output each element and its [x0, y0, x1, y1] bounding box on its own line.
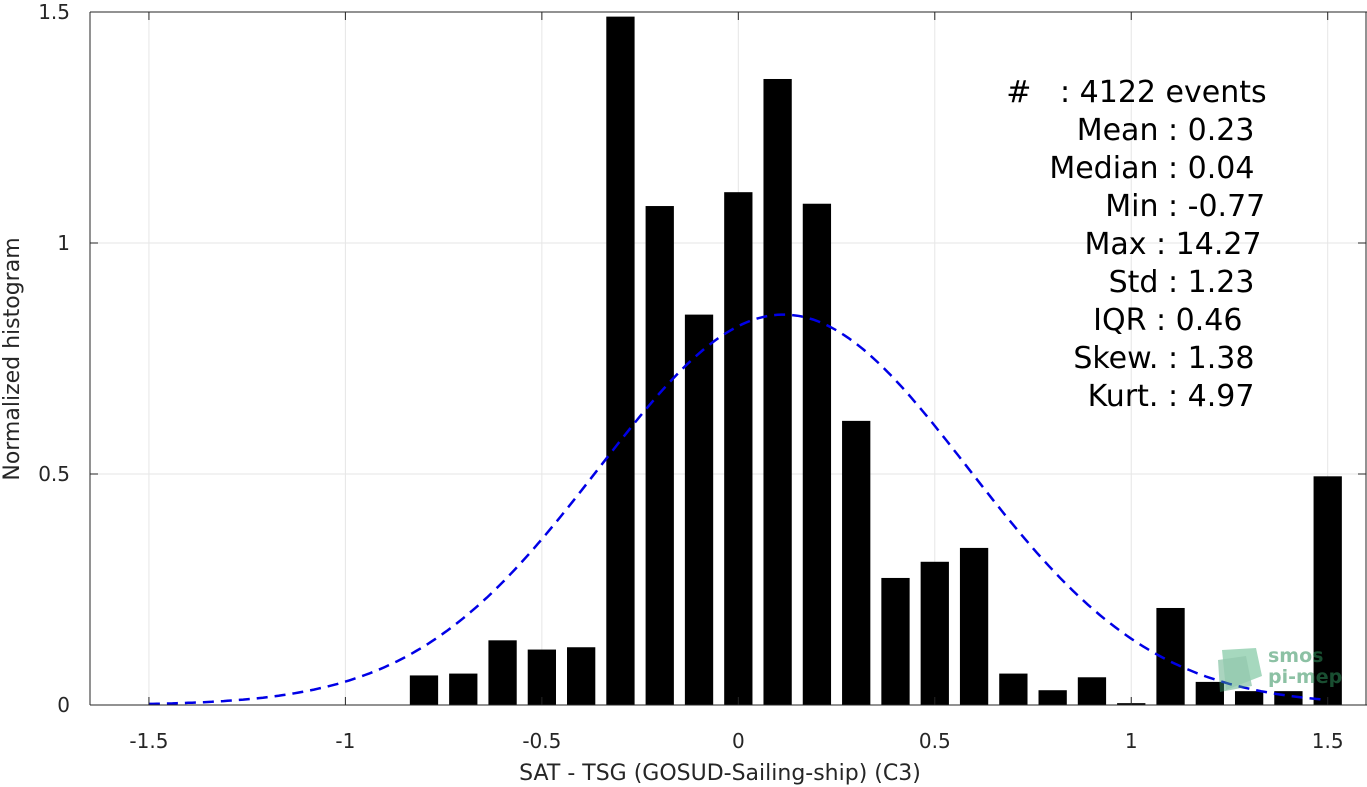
stat-key: Min [1105, 189, 1168, 224]
histogram-bar [1234, 691, 1264, 705]
stat-key: # [1006, 75, 1060, 110]
statistics-box: # : 4122 events Mean : 0.23 Median : 0.04 M… [990, 74, 1290, 416]
stat-value: : 0.04 [1168, 151, 1255, 186]
histogram-bars [409, 16, 1342, 706]
y-tick-label: 0 [57, 693, 70, 717]
histogram-bar [959, 547, 989, 705]
x-tick-label: 1 [1125, 729, 1138, 753]
x-tick-label: 0 [732, 729, 745, 753]
x-tick-label: 1.5 [1312, 729, 1344, 753]
fit-curve-line [148, 313, 1328, 706]
stat-row: Mean : 0.23 [990, 112, 1290, 150]
histogram-bar [606, 16, 635, 706]
stat-value: : -0.77 [1168, 189, 1266, 224]
stat-key: Mean [1076, 113, 1168, 148]
histogram-bar [527, 649, 557, 705]
x-tick-label: -1 [335, 729, 355, 753]
normal-fit-curve [148, 313, 1328, 706]
histogram-bar [645, 206, 674, 706]
y-tick-label: 1.5 [38, 0, 70, 24]
y-axis-label: Normalized histogram [0, 237, 25, 480]
stat-value: : 1.38 [1168, 341, 1255, 376]
x-tick-label: -0.5 [522, 729, 561, 753]
histogram-bar [488, 640, 517, 705]
y-axis-ticks: 0 0.5 1 1.5 [38, 0, 1366, 717]
histogram-bar [999, 673, 1028, 705]
stat-row: Max : 14.27 [990, 226, 1290, 264]
stat-key: Median [1049, 151, 1168, 186]
x-axis-ticks: -1.5 -1 -0.5 0 0.5 1 1.5 [129, 12, 1344, 753]
stat-row: # : 4122 events [990, 74, 1290, 112]
histogram-bar [724, 192, 753, 705]
stat-row: Skew. : 1.38 [990, 340, 1290, 378]
stat-value: : 0.46 [1156, 303, 1243, 338]
x-axis-label: SAT - TSG (GOSUD-Sailing-ship) (C3) [519, 761, 921, 786]
stat-value: : 14.27 [1156, 227, 1262, 262]
axes-box [89, 11, 1367, 706]
stat-key: Max [1084, 227, 1156, 262]
histogram-bar [567, 647, 596, 705]
y-tick-label: 0.5 [38, 462, 70, 486]
stat-row: IQR : 0.46 [990, 302, 1290, 340]
histogram-bar [1077, 677, 1107, 705]
histogram-bar [802, 203, 832, 706]
y-tick-label: 1 [57, 231, 70, 255]
histogram-bar [409, 675, 439, 705]
logo-text-line1: smos [1268, 645, 1324, 667]
x-tick-label: 0.5 [919, 729, 951, 753]
stat-value: : 1.23 [1168, 265, 1255, 300]
logo-text-line2: pi-mep [1268, 666, 1343, 688]
stat-key: IQR [1093, 303, 1156, 338]
histogram-bar [763, 78, 792, 706]
histogram-bar [1313, 476, 1342, 705]
histogram-bar [1038, 690, 1067, 705]
stat-row: Min : -0.77 [990, 188, 1290, 226]
smos-pimep-logo: smos pi-mep [1216, 646, 1351, 694]
stat-key: Skew. [1073, 341, 1168, 376]
histogram-bar [1195, 681, 1224, 705]
histogram-bar [920, 561, 949, 705]
stat-row: Kurt. : 4.97 [990, 378, 1290, 416]
stat-key: Std [1108, 265, 1168, 300]
stat-key: Kurt. [1087, 379, 1168, 414]
histogram-bar [449, 673, 478, 705]
histogram-bar [881, 577, 910, 705]
stat-row: Std : 1.23 [990, 264, 1290, 302]
smos-pimep-logo-icon [1218, 648, 1262, 692]
x-tick-label: -1.5 [129, 729, 168, 753]
histogram-bar [684, 314, 714, 705]
histogram-bar [842, 420, 871, 705]
stat-value: : 4122 events [1060, 75, 1267, 110]
stat-value: : 0.23 [1168, 113, 1255, 148]
stat-row: Median : 0.04 [990, 150, 1290, 188]
stat-value: : 4.97 [1168, 379, 1255, 414]
